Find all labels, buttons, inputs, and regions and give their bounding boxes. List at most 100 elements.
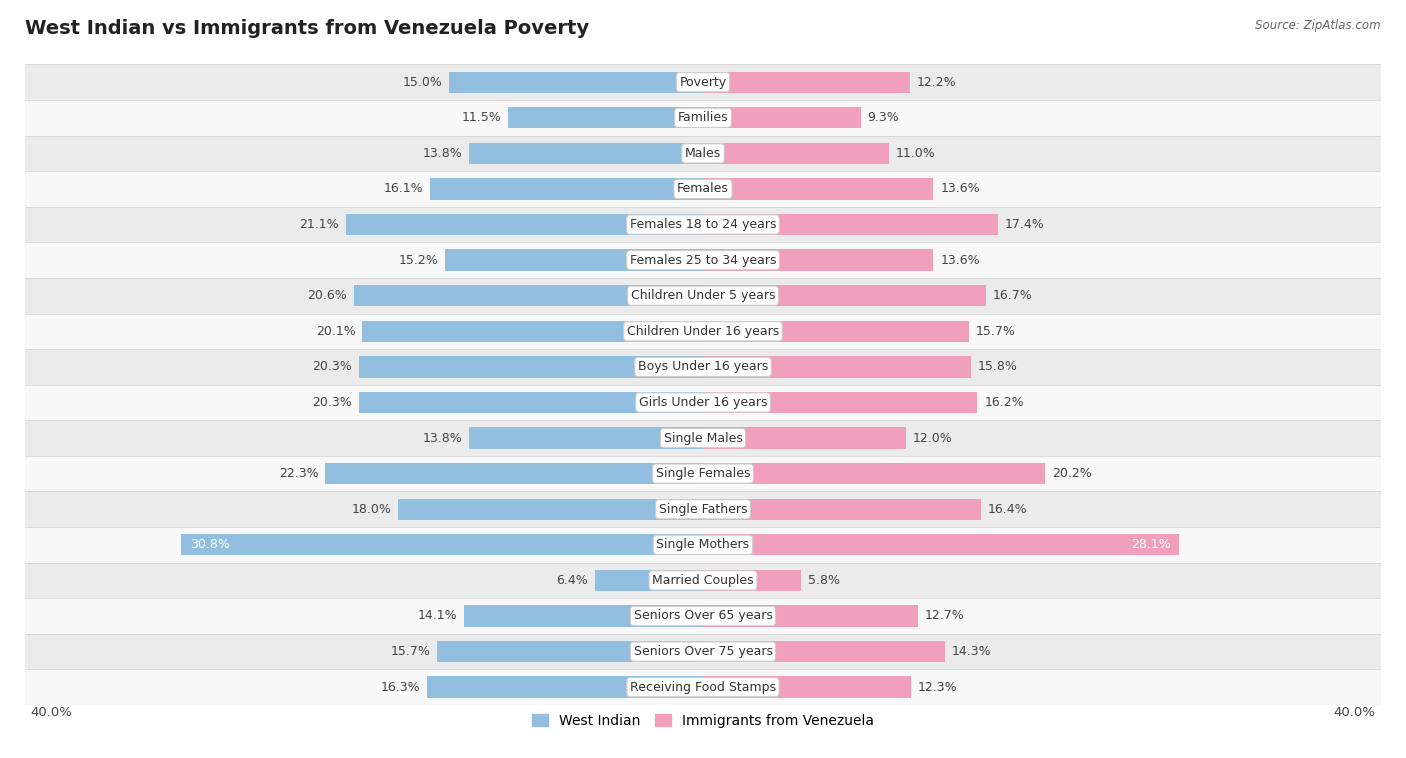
Bar <box>703 463 1045 484</box>
Text: Single Females: Single Females <box>655 467 751 480</box>
Bar <box>25 527 1381 562</box>
Bar <box>25 562 1381 598</box>
Bar <box>25 171 1381 207</box>
Bar <box>703 499 981 520</box>
Text: 11.5%: 11.5% <box>461 111 502 124</box>
Bar <box>25 420 1381 456</box>
Text: 15.8%: 15.8% <box>977 360 1018 374</box>
Text: 20.2%: 20.2% <box>1052 467 1092 480</box>
Bar <box>703 285 986 306</box>
Bar <box>446 249 703 271</box>
Text: Poverty: Poverty <box>679 76 727 89</box>
Text: 21.1%: 21.1% <box>299 218 339 231</box>
Bar <box>703 641 945 662</box>
Text: Children Under 5 years: Children Under 5 years <box>631 290 775 302</box>
Text: 16.2%: 16.2% <box>984 396 1024 409</box>
Text: Seniors Over 65 years: Seniors Over 65 years <box>634 609 772 622</box>
Text: Girls Under 16 years: Girls Under 16 years <box>638 396 768 409</box>
Bar <box>703 570 801 591</box>
Text: 13.8%: 13.8% <box>423 147 463 160</box>
Bar <box>359 392 703 413</box>
Bar <box>437 641 703 662</box>
Text: 15.0%: 15.0% <box>402 76 441 89</box>
Bar <box>25 669 1381 705</box>
Bar <box>703 321 969 342</box>
Text: Single Fathers: Single Fathers <box>659 503 747 515</box>
Text: 15.7%: 15.7% <box>391 645 430 658</box>
Bar <box>703 107 860 128</box>
Bar <box>359 356 703 377</box>
Bar <box>703 606 918 627</box>
Bar <box>363 321 703 342</box>
Text: 15.2%: 15.2% <box>399 254 439 267</box>
Bar <box>703 143 890 164</box>
Bar <box>25 598 1381 634</box>
Bar <box>25 207 1381 243</box>
Text: 12.0%: 12.0% <box>912 431 953 444</box>
Text: 5.8%: 5.8% <box>808 574 839 587</box>
Bar <box>703 249 934 271</box>
Text: 12.7%: 12.7% <box>925 609 965 622</box>
Legend: West Indian, Immigrants from Venezuela: West Indian, Immigrants from Venezuela <box>526 708 880 733</box>
Bar <box>25 384 1381 420</box>
Text: 6.4%: 6.4% <box>555 574 588 587</box>
Bar <box>703 214 998 235</box>
Bar <box>595 570 703 591</box>
Bar <box>449 71 703 93</box>
Text: Single Males: Single Males <box>664 431 742 444</box>
Text: Source: ZipAtlas.com: Source: ZipAtlas.com <box>1256 19 1381 32</box>
Text: 12.3%: 12.3% <box>918 681 957 694</box>
Text: 18.0%: 18.0% <box>352 503 391 515</box>
Text: Children Under 16 years: Children Under 16 years <box>627 325 779 338</box>
Bar <box>427 676 703 698</box>
Bar <box>25 243 1381 278</box>
Text: 13.6%: 13.6% <box>941 254 980 267</box>
Text: Females 18 to 24 years: Females 18 to 24 years <box>630 218 776 231</box>
Text: 16.7%: 16.7% <box>993 290 1032 302</box>
Text: Receiving Food Stamps: Receiving Food Stamps <box>630 681 776 694</box>
Text: Females: Females <box>678 183 728 196</box>
Text: 11.0%: 11.0% <box>896 147 936 160</box>
Text: 20.3%: 20.3% <box>312 360 353 374</box>
Bar <box>354 285 703 306</box>
Bar <box>25 456 1381 491</box>
Bar <box>703 71 910 93</box>
Text: 15.7%: 15.7% <box>976 325 1015 338</box>
Text: 28.1%: 28.1% <box>1130 538 1171 551</box>
Bar <box>703 428 907 449</box>
Bar <box>470 143 703 164</box>
Text: 13.8%: 13.8% <box>423 431 463 444</box>
Bar <box>703 676 911 698</box>
Bar <box>25 64 1381 100</box>
Text: 9.3%: 9.3% <box>868 111 898 124</box>
Text: 40.0%: 40.0% <box>1334 706 1375 719</box>
Text: Married Couples: Married Couples <box>652 574 754 587</box>
Text: 16.4%: 16.4% <box>987 503 1028 515</box>
Text: 14.1%: 14.1% <box>418 609 457 622</box>
Bar <box>470 428 703 449</box>
Text: Boys Under 16 years: Boys Under 16 years <box>638 360 768 374</box>
Bar <box>508 107 703 128</box>
Text: Females 25 to 34 years: Females 25 to 34 years <box>630 254 776 267</box>
Bar <box>346 214 703 235</box>
Text: 20.3%: 20.3% <box>312 396 353 409</box>
Text: 13.6%: 13.6% <box>941 183 980 196</box>
Text: 16.1%: 16.1% <box>384 183 423 196</box>
Bar <box>25 278 1381 314</box>
Text: 12.2%: 12.2% <box>917 76 956 89</box>
Bar <box>703 178 934 199</box>
Text: Seniors Over 75 years: Seniors Over 75 years <box>634 645 772 658</box>
Bar <box>430 178 703 199</box>
Text: 14.3%: 14.3% <box>952 645 991 658</box>
Bar <box>325 463 703 484</box>
Text: West Indian vs Immigrants from Venezuela Poverty: West Indian vs Immigrants from Venezuela… <box>25 19 589 38</box>
Text: 20.6%: 20.6% <box>308 290 347 302</box>
Text: Single Mothers: Single Mothers <box>657 538 749 551</box>
Bar <box>703 356 970 377</box>
Bar <box>398 499 703 520</box>
Text: 30.8%: 30.8% <box>190 538 229 551</box>
Bar <box>25 100 1381 136</box>
Text: 22.3%: 22.3% <box>278 467 318 480</box>
Bar <box>703 534 1180 556</box>
Text: 17.4%: 17.4% <box>1004 218 1045 231</box>
